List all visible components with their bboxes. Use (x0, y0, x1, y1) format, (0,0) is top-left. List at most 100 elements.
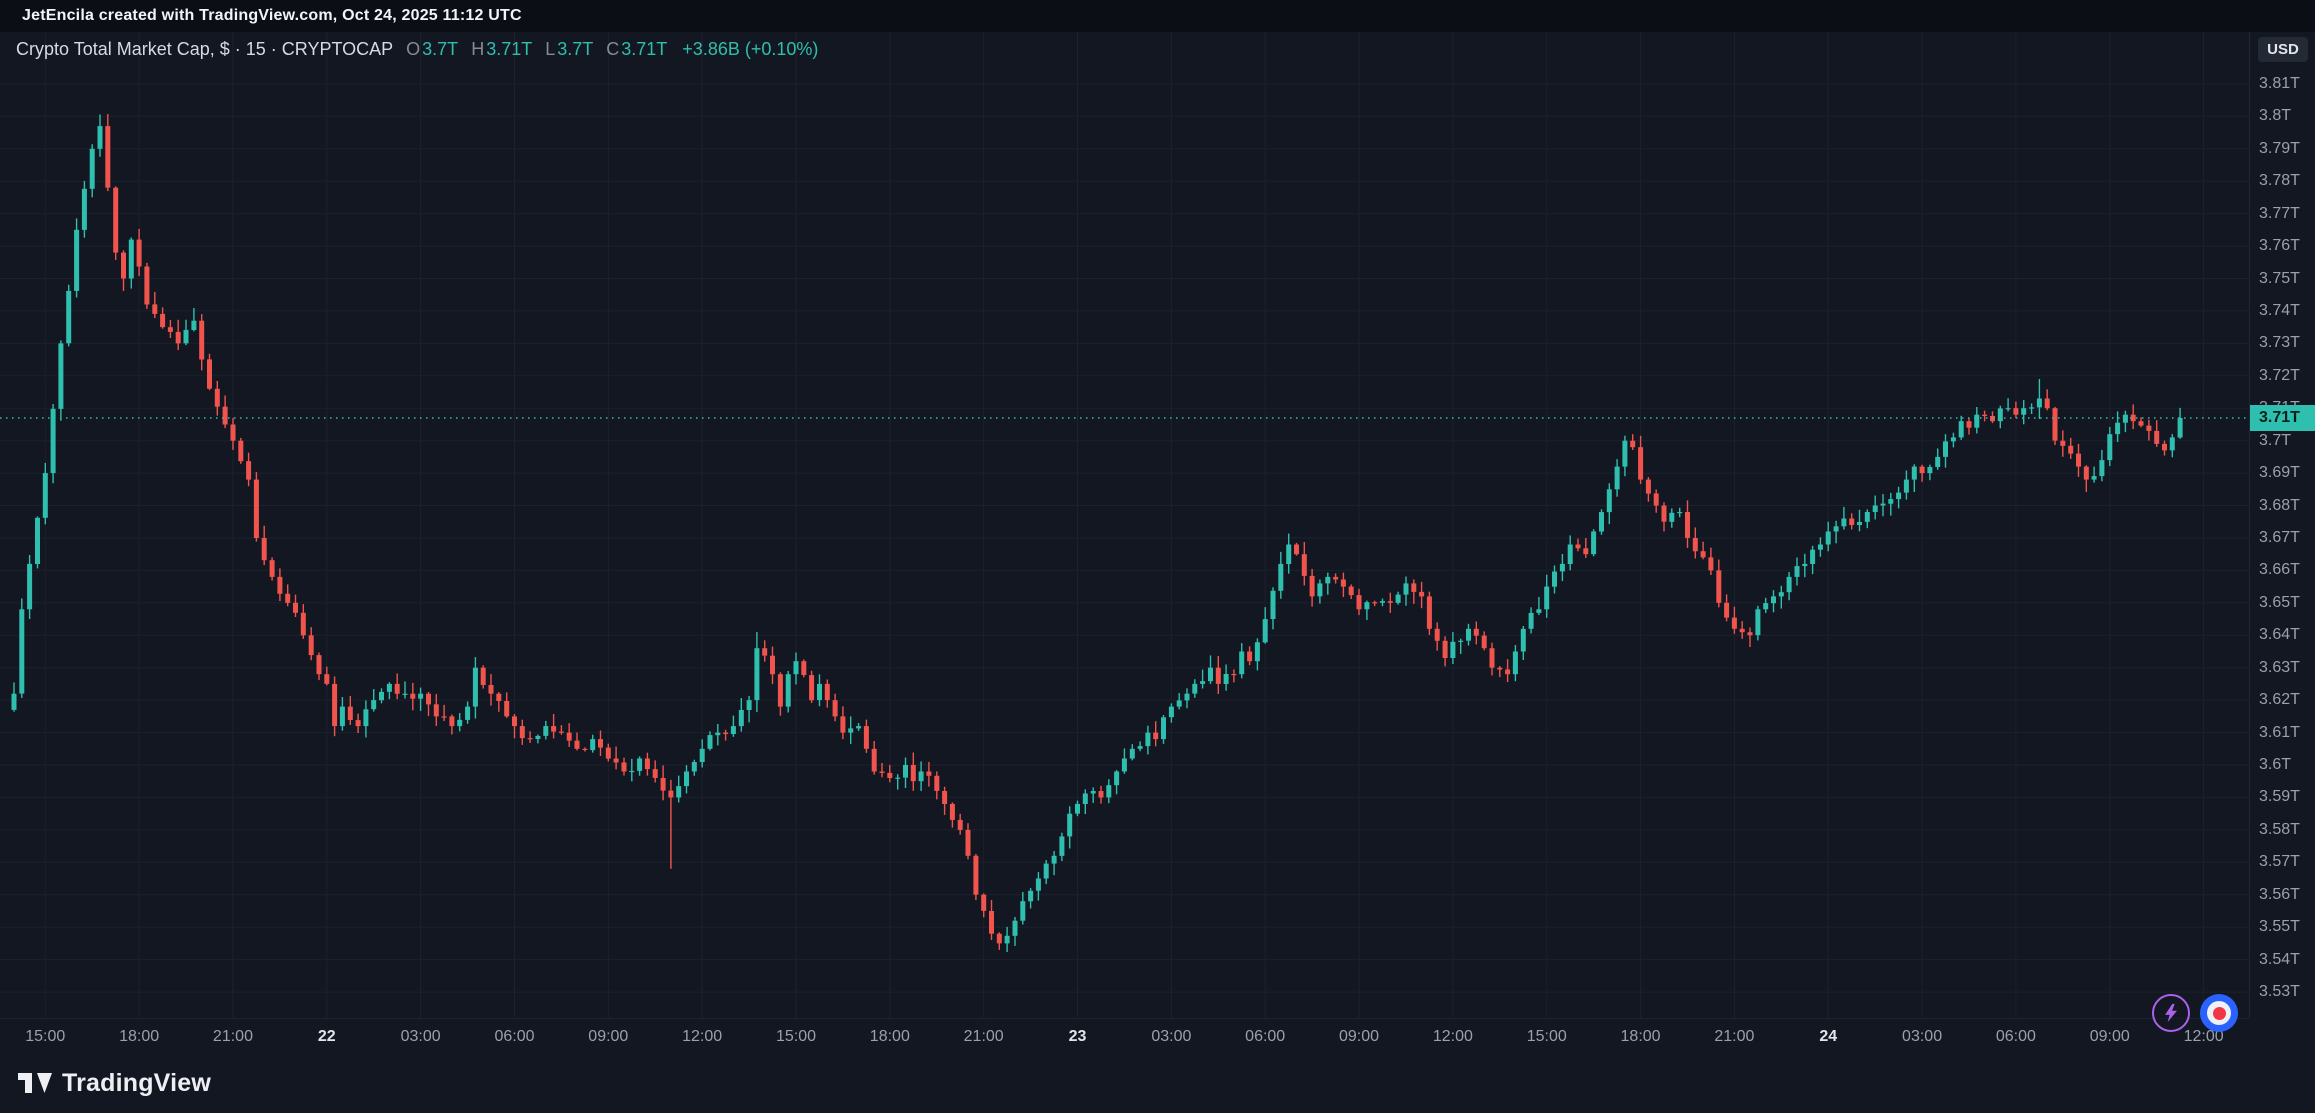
candle (363, 700, 369, 738)
price-tick: 3.68T (2259, 496, 2300, 514)
candle (1223, 664, 1229, 691)
candle (566, 723, 572, 747)
candle (1638, 435, 1644, 484)
candle (1098, 785, 1104, 804)
time-tick: 15:00 (1526, 1028, 1567, 1046)
currency-badge[interactable]: USD (2258, 37, 2308, 62)
snapshot-logo-button[interactable] (2200, 994, 2238, 1032)
candle (1544, 574, 1550, 618)
candle (2068, 437, 2074, 459)
candle (676, 775, 682, 803)
candle (738, 698, 744, 732)
candle (887, 764, 893, 783)
candle (285, 584, 291, 607)
candle (1020, 892, 1026, 925)
price-tick: 3.59T (2259, 788, 2300, 806)
candle (2052, 406, 2058, 445)
change-text: +3.86B (+0.10%) (682, 38, 819, 59)
boost-button[interactable] (2152, 994, 2190, 1032)
candle (856, 723, 862, 731)
candle (81, 180, 87, 238)
candle (1168, 703, 1174, 723)
candle (863, 719, 869, 753)
candle (167, 319, 173, 338)
candle (1309, 569, 1315, 607)
candle (996, 932, 1002, 950)
candle (1286, 533, 1292, 574)
candle (590, 734, 596, 753)
candle (1825, 521, 1831, 552)
candle (926, 761, 932, 787)
candle (1763, 597, 1769, 613)
candle (410, 682, 416, 711)
candle (1364, 600, 1370, 620)
candle (1567, 535, 1573, 571)
candle (2107, 427, 2113, 467)
candle (989, 900, 994, 940)
candle (2146, 419, 2152, 441)
candlestick-chart[interactable] (0, 32, 2249, 1018)
candle (1536, 597, 1542, 616)
candle (246, 452, 252, 487)
tradingview-logo-link[interactable]: TradingView (18, 1069, 211, 1098)
candle (1552, 565, 1557, 594)
price-scale[interactable]: 3.81T 3.8T 3.79T 3.78T 3.77T 3.76T 3.75T 3.74T 3… (2249, 32, 2315, 1018)
candle (1692, 527, 1698, 559)
time-tick: 03:00 (1902, 1028, 1943, 1046)
candle (1231, 669, 1237, 683)
candle (2099, 449, 2105, 482)
price-tick: 3.65T (2259, 593, 2300, 611)
candle (723, 729, 729, 741)
time-scale[interactable]: 15:00 18:00 21:00 22 03:00 06:00 09:00 12:00 15:… (0, 1018, 2249, 1053)
price-tick: 3.53T (2259, 983, 2300, 1001)
ohlc-open: O 3.7T (406, 38, 459, 59)
candle (2154, 420, 2160, 447)
candle (1372, 600, 1378, 607)
candle (1239, 643, 1245, 679)
candle (324, 666, 330, 686)
candle (1380, 598, 1385, 607)
candle (1685, 500, 1690, 548)
candle (1864, 509, 1870, 529)
candle (2162, 440, 2167, 456)
chart-area[interactable]: Crypto Total Market Cap, $ · 15 · CRYPTO… (0, 32, 2315, 1053)
time-tick: 03:00 (400, 1028, 441, 1046)
tradingview-logo-icon (18, 1073, 52, 1093)
candle (684, 765, 689, 794)
candle (199, 314, 205, 371)
candle (730, 715, 736, 737)
candle (1333, 573, 1339, 584)
candle (269, 557, 275, 581)
candle (621, 757, 627, 776)
candle (277, 568, 283, 602)
candle (1434, 622, 1440, 651)
time-tick: 06:00 (1995, 1028, 2036, 1046)
time-tick: 03:00 (1151, 1028, 1192, 1046)
candle (35, 516, 40, 569)
candle (1121, 748, 1127, 774)
candle (707, 731, 713, 751)
candle (386, 682, 392, 700)
candle (1677, 507, 1683, 518)
candle (934, 771, 940, 800)
candle (1270, 587, 1276, 630)
candle (824, 679, 830, 708)
candle (504, 692, 510, 718)
price-tick: 3.79T (2259, 139, 2300, 157)
candle (1911, 464, 1917, 492)
candle (1301, 542, 1307, 586)
candle (574, 732, 580, 751)
time-tick: 09:00 (2089, 1028, 2130, 1046)
candle (2083, 465, 2089, 492)
candle (2130, 404, 2136, 430)
candle (582, 747, 588, 752)
candle (1106, 779, 1112, 804)
date-tick: 24 (1819, 1028, 1838, 1046)
candle (457, 713, 463, 732)
candle (981, 893, 987, 918)
candle (402, 681, 408, 699)
symbol-title[interactable]: Crypto Total Market Cap, $ · 15 · CRYPTO… (16, 38, 394, 59)
candle (1161, 715, 1166, 744)
candle (2076, 443, 2081, 477)
price-tick: 3.56T (2259, 885, 2300, 903)
